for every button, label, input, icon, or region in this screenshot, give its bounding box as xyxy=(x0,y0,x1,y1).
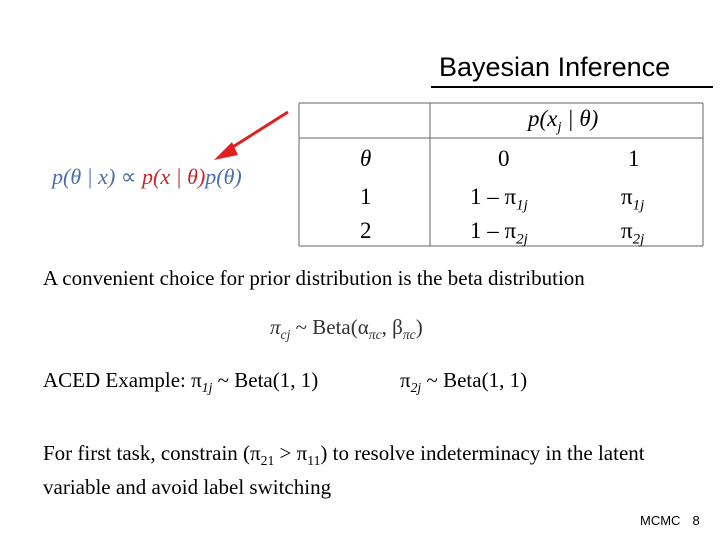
col-label-theta: θ xyxy=(360,146,372,171)
likelihood-table: p(xj | θ) θ 0 1 1 1 – π1j π1j 2 1 – π2j … xyxy=(298,102,704,248)
table-header: p(xj | θ) xyxy=(528,106,599,136)
prior-term: p(θ) xyxy=(205,164,242,189)
footer-label: MCMC xyxy=(640,513,681,528)
title-underline xyxy=(431,86,713,88)
aced-example-pi2: π2j ~ Beta(1, 1) xyxy=(400,368,528,396)
row-theta-2: 2 xyxy=(360,218,372,243)
col-label-1: 1 xyxy=(628,146,640,171)
proportional-symbol: ∝ xyxy=(120,164,137,189)
table-grid xyxy=(298,102,704,247)
posterior-term: p(θ | x) xyxy=(52,164,116,189)
cell-row2-col0: 1 – π2j xyxy=(470,218,528,248)
col-label-0: 0 xyxy=(498,146,510,171)
cell-row1-col1: π1j xyxy=(621,184,645,214)
cell-row1-col0: 1 – π1j xyxy=(470,184,528,214)
cell-row2-col1: π2j xyxy=(621,218,645,248)
constraint-paragraph: For first task, constrain (π21 > π11) to… xyxy=(43,441,645,500)
likelihood-term: p(x | θ) xyxy=(142,164,206,189)
slide-footer: MCMC 8 xyxy=(640,513,700,528)
prior-choice-sentence: A convenient choice for prior distributi… xyxy=(43,266,585,290)
row-theta-1: 1 xyxy=(360,184,372,209)
beta-prior-formula: πcj ~ Beta(απc, βπc) xyxy=(270,315,423,343)
aced-example-pi1: ACED Example: π1j ~ Beta(1, 1) xyxy=(43,368,319,396)
bayes-formula: p(θ | x) ∝ p(x | θ)p(θ) xyxy=(52,164,242,190)
slide-title: Bayesian Inference xyxy=(439,52,671,82)
page-number: 8 xyxy=(692,513,700,528)
